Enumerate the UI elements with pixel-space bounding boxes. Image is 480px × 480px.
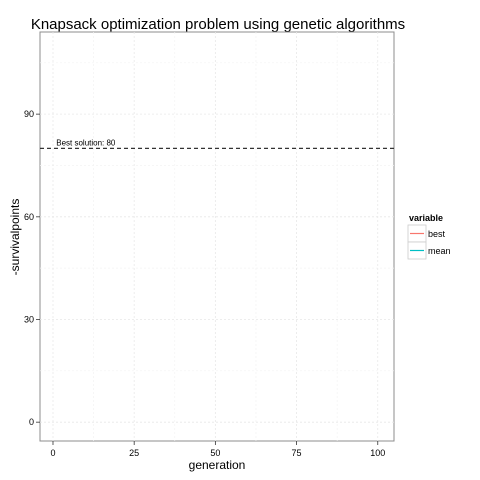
x-tick-label: 100 — [370, 448, 385, 458]
y-tick-label: 0 — [29, 417, 34, 427]
x-tick-label: 25 — [129, 448, 139, 458]
legend-label-mean: mean — [428, 246, 451, 256]
y-tick-label: 30 — [24, 314, 34, 324]
axis-ticks: 0 25 50 75 100 0 30 60 90 — [24, 109, 385, 458]
reference-line-group: Best solution: 80 — [40, 138, 394, 149]
y-axis-title: -survivalpoints — [8, 199, 22, 276]
y-tick-label: 90 — [24, 109, 34, 119]
x-axis-title: generation — [189, 458, 246, 472]
x-tick-label: 0 — [50, 448, 55, 458]
best-solution-label: Best solution: 80 — [56, 138, 116, 147]
chart-title: Knapsack optimization problem using gene… — [31, 16, 405, 33]
legend-title: variable — [409, 213, 443, 223]
y-tick-label: 60 — [24, 212, 34, 222]
grid-lines — [40, 32, 394, 441]
legend-label-best: best — [428, 229, 446, 239]
legend: variable best mean — [407, 213, 451, 260]
x-tick-label: 75 — [292, 448, 302, 458]
plot-panel — [39, 31, 395, 442]
x-tick-label: 50 — [210, 448, 220, 458]
